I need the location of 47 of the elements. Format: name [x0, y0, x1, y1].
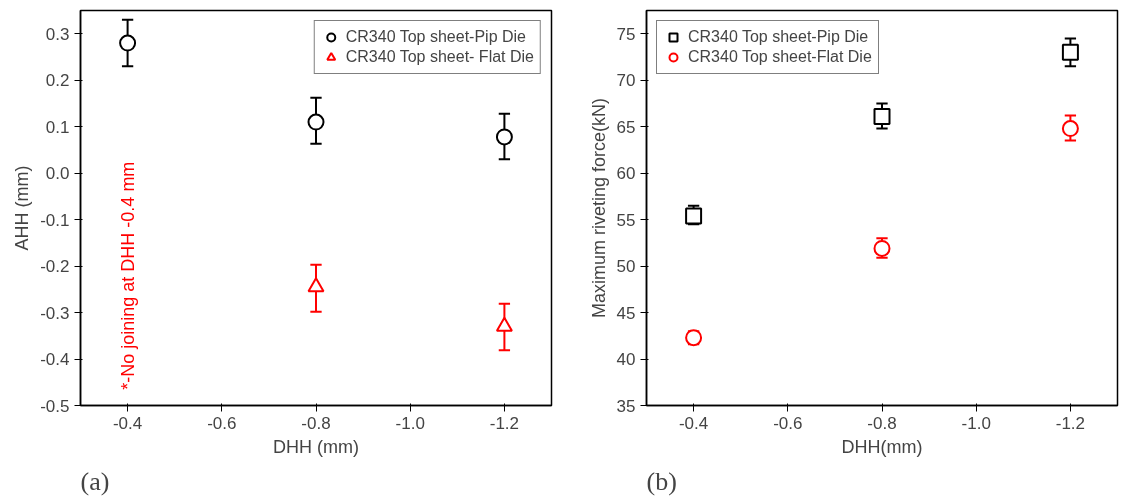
- point: [1061, 120, 1079, 138]
- y-tick-label: 70: [616, 71, 636, 91]
- point: [307, 113, 325, 131]
- legend-label: CR340 Top sheet-Pip Die: [345, 28, 526, 46]
- text: (b): [646, 466, 677, 496]
- y-tick-label: 60: [616, 164, 636, 184]
- x-tick-label: -0.8: [867, 413, 897, 433]
- point: [1061, 43, 1079, 61]
- y-tick-label: 65: [616, 117, 636, 137]
- y-axis-title: Maximum riveting force(kN): [588, 97, 609, 319]
- point: [307, 277, 325, 293]
- x-tick-label: -0.6: [773, 413, 803, 433]
- y-tick-label: 0.3: [45, 24, 70, 44]
- point: [119, 34, 137, 52]
- x-tick-label: -1.0: [395, 413, 425, 433]
- x-tick-label: -0.6: [207, 413, 237, 433]
- x-tick-label: -1.0: [961, 413, 991, 433]
- x-axis-title: DHH(mm): [841, 436, 923, 457]
- y-tick-label: 50: [616, 257, 636, 277]
- y-axis-title: AHH (mm): [12, 165, 33, 251]
- y-tick-label: 0.2: [45, 71, 70, 91]
- text: (a): [80, 466, 110, 496]
- point: [495, 316, 513, 332]
- x-axis-title: DHH (mm): [273, 436, 359, 457]
- y-tick-label: -0.1: [40, 210, 70, 230]
- y-tick-label: -0.4: [40, 350, 70, 370]
- legend-label: CR340 Top sheet-Pip Die: [688, 28, 869, 46]
- y-tick-label: 0.1: [45, 117, 70, 137]
- y-tick-label: 0.0: [45, 164, 70, 184]
- point: [495, 128, 513, 146]
- y-tick-label: 55: [616, 210, 636, 230]
- legend-label: CR340 Top sheet- Flat Die: [345, 48, 534, 66]
- x-tick-label: -0.8: [301, 413, 331, 433]
- y-tick-label: 45: [616, 303, 636, 323]
- x-tick-label: -0.4: [678, 413, 709, 433]
- y-tick-label: -0.2: [40, 257, 70, 277]
- y-tick-label: -0.3: [40, 303, 70, 323]
- y-tick-label: 35: [616, 396, 636, 416]
- legend-label: CR340 Top sheet-Flat Die: [688, 48, 872, 66]
- y-tick-label: -0.5: [40, 396, 70, 416]
- y-tick-label: 75: [616, 24, 636, 44]
- x-tick-label: -1.2: [1055, 413, 1086, 433]
- y-tick-label: 40: [616, 350, 636, 370]
- point: [873, 107, 891, 125]
- x-tick-label: -0.4: [112, 413, 143, 433]
- annotation: *-No joining at DHH -0.4 mm: [117, 161, 138, 390]
- x-tick-label: -1.2: [489, 413, 520, 433]
